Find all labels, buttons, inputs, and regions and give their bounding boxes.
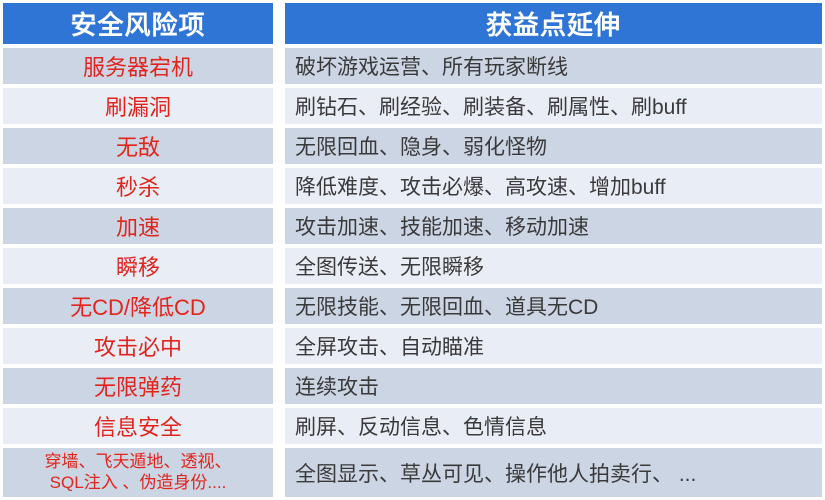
risk-cell: 信息安全	[3, 408, 273, 444]
risk-cell: 无CD/降低CD	[3, 288, 273, 324]
benefit-cell: 破坏游戏运营、所有玩家断线	[285, 48, 822, 84]
benefit-cell: 全图传送、无限瞬移	[285, 248, 822, 284]
risk-cell: 无限弹药	[3, 368, 273, 404]
benefit-column-header: 获益点延伸	[285, 3, 822, 44]
benefit-cell: 连续攻击	[285, 368, 822, 404]
risk-cell: 无敌	[3, 128, 273, 164]
benefit-cell: 降低难度、攻击必爆、高攻速、增加buff	[285, 168, 822, 204]
table-row: 无敌 无限回血、隐身、弱化怪物	[3, 128, 822, 164]
table-row: 穿墙、飞天遁地、透视、 SQL注入 、伪造身份.... 全图显示、草丛可见、操作…	[3, 448, 822, 497]
benefit-cell: 全屏攻击、自动瞄准	[285, 328, 822, 364]
table-row: 服务器宕机 破坏游戏运营、所有玩家断线	[3, 48, 822, 84]
table-row: 瞬移 全图传送、无限瞬移	[3, 248, 822, 284]
risk-cell: 加速	[3, 208, 273, 244]
risk-cell: 秒杀	[3, 168, 273, 204]
risk-cell: 刷漏洞	[3, 88, 273, 124]
benefit-cell: 无限技能、无限回血、道具无CD	[285, 288, 822, 324]
table-row: 攻击必中 全屏攻击、自动瞄准	[3, 328, 822, 364]
table-row: 刷漏洞 刷钻石、刷经验、刷装备、刷属性、刷buff	[3, 88, 822, 124]
benefit-cell: 刷钻石、刷经验、刷装备、刷属性、刷buff	[285, 88, 822, 124]
table-row: 无CD/降低CD 无限技能、无限回血、道具无CD	[3, 288, 822, 324]
risk-cell: 攻击必中	[3, 328, 273, 364]
risk-cell: 瞬移	[3, 248, 273, 284]
risk-cell: 穿墙、飞天遁地、透视、 SQL注入 、伪造身份....	[3, 448, 273, 497]
benefit-cell: 无限回血、隐身、弱化怪物	[285, 128, 822, 164]
benefit-cell: 攻击加速、技能加速、移动加速	[285, 208, 822, 244]
benefit-cell: 全图显示、草丛可见、操作他人拍卖行、 ...	[285, 448, 822, 497]
table-header-row: 安全风险项 获益点延伸	[3, 3, 822, 44]
table-row: 无限弹药 连续攻击	[3, 368, 822, 404]
table-row: 信息安全 刷屏、反动信息、色情信息	[3, 408, 822, 444]
table-body: 服务器宕机 破坏游戏运营、所有玩家断线 刷漏洞 刷钻石、刷经验、刷装备、刷属性、…	[3, 44, 822, 497]
risk-column-header: 安全风险项	[3, 3, 273, 44]
table-row: 秒杀 降低难度、攻击必爆、高攻速、增加buff	[3, 168, 822, 204]
benefit-cell: 刷屏、反动信息、色情信息	[285, 408, 822, 444]
table-row: 加速 攻击加速、技能加速、移动加速	[3, 208, 822, 244]
risk-cell: 服务器宕机	[3, 48, 273, 84]
